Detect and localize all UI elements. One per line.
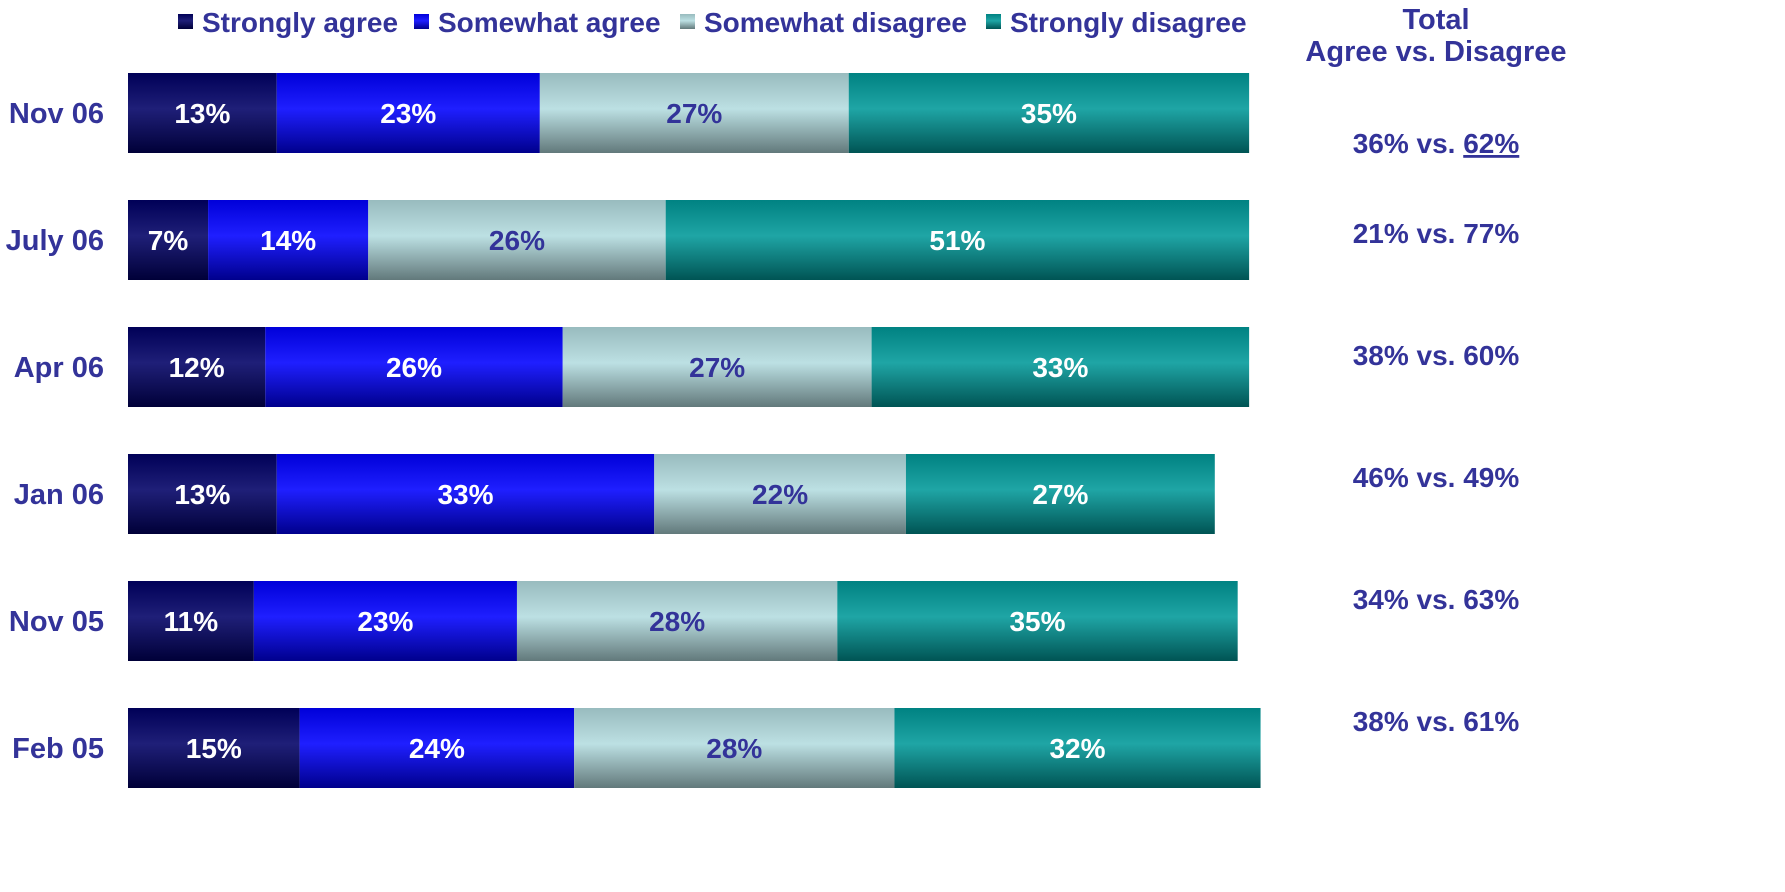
category-label: Apr 06 <box>14 352 104 384</box>
legend-swatch-1 <box>178 14 193 29</box>
total-value: 34% vs. 63% <box>1353 584 1520 615</box>
legend-swatch-2 <box>414 14 429 29</box>
data-label: 27% <box>689 352 745 383</box>
legend: Strongly agree Somewhat agree Somewhat dis… <box>178 7 1247 38</box>
category-labels: Nov 06 July 06 Apr 06 Jan 06 Nov 05 Feb 05 <box>6 98 104 765</box>
total-header-line: Agree vs. Disagree <box>1305 36 1566 68</box>
total-value: 36% vs. 62% <box>1353 128 1520 159</box>
bar-segment <box>208 200 369 280</box>
total-value: 38% vs. 61% <box>1353 706 1520 737</box>
bar-segment <box>128 708 300 788</box>
bar-segment <box>539 73 849 153</box>
data-label: 23% <box>380 98 436 129</box>
bar-segment <box>128 73 277 153</box>
data-label: 14% <box>260 225 316 256</box>
legend-label: Strongly agree <box>202 7 398 38</box>
total-header-line: Total <box>1402 4 1469 36</box>
data-label: 51% <box>929 225 985 256</box>
category-label: Feb 05 <box>12 733 104 765</box>
data-label: 13% <box>174 98 230 129</box>
bar-segment <box>276 454 655 534</box>
bar-segment <box>516 581 838 661</box>
data-label: 35% <box>1009 606 1065 637</box>
total-value: 21% vs. 77% <box>1353 218 1520 249</box>
category-label: Nov 05 <box>9 606 104 638</box>
bar-segment <box>253 581 517 661</box>
total-value: 38% vs. 60% <box>1353 340 1520 371</box>
legend-swatch-3 <box>680 14 695 29</box>
data-label: 33% <box>437 479 493 510</box>
bar-segment <box>128 200 209 280</box>
data-label: 24% <box>409 733 465 764</box>
data-label: 13% <box>174 479 230 510</box>
category-label: Jan 06 <box>14 479 104 511</box>
legend-label: Somewhat disagree <box>704 7 967 38</box>
bar-segment <box>128 581 254 661</box>
data-label: 35% <box>1021 98 1077 129</box>
bar-segment <box>894 708 1261 788</box>
bars: 13% 23% 27% 35% 7% 14% 26% 51% 12% 26% 27% 33% 13% 33… <box>128 73 1261 788</box>
bar-segment <box>665 200 1250 280</box>
data-label: 15% <box>186 733 242 764</box>
data-label: 28% <box>706 733 762 764</box>
total-value: 46% vs. 49% <box>1353 462 1520 493</box>
data-label: 26% <box>386 352 442 383</box>
bar-segment <box>562 327 872 407</box>
category-label: July 06 <box>6 225 104 257</box>
bar-segment <box>276 73 540 153</box>
data-label: 11% <box>164 606 219 637</box>
data-label: 23% <box>357 606 413 637</box>
legend-swatch-4 <box>986 14 1001 29</box>
bar-segment <box>848 73 1250 153</box>
bar-segment <box>871 327 1250 407</box>
data-label: 26% <box>489 225 545 256</box>
data-label: 28% <box>649 606 705 637</box>
legend-label: Somewhat agree <box>438 7 661 38</box>
data-label: 7% <box>148 225 189 256</box>
data-label: 27% <box>666 98 722 129</box>
data-label: 22% <box>752 479 808 510</box>
category-label: Nov 06 <box>9 98 104 130</box>
bar-segment <box>654 454 906 534</box>
data-label: 33% <box>1032 352 1088 383</box>
bar-segment <box>837 581 1238 661</box>
bar-segment <box>265 327 563 407</box>
bar-segment <box>128 327 266 407</box>
data-label: 27% <box>1032 479 1088 510</box>
bar-segment <box>299 708 575 788</box>
bar-segment <box>368 200 666 280</box>
data-label: 32% <box>1049 733 1105 764</box>
legend-label: Strongly disagree <box>1010 7 1247 38</box>
bar-segment <box>574 708 895 788</box>
bar-segment <box>905 454 1215 534</box>
totals-column: 36% vs. 62% 21% vs. 77% 38% vs. 60% 46% vs.… <box>1353 128 1520 737</box>
data-label: 12% <box>169 352 225 383</box>
bar-segment <box>128 454 277 534</box>
